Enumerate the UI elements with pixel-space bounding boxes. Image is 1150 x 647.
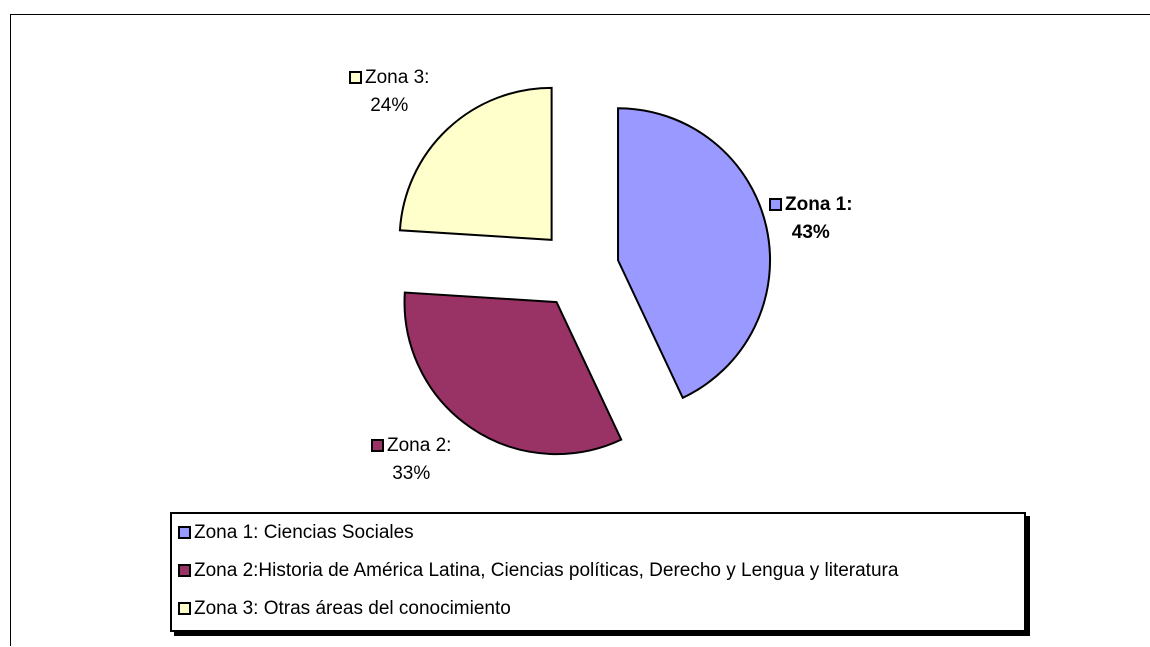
legend-item-zona-1: Zona 1: Ciencias Sociales	[178, 522, 414, 544]
legend-swatch-zona-2	[178, 564, 191, 577]
slice-label-zona-3: Zona 3: 24%	[349, 64, 429, 120]
slice-label-swatch	[769, 198, 782, 211]
slice-label-swatch	[371, 439, 384, 452]
pie-slice-zona-1	[617, 107, 772, 400]
pie-slice-zona-3	[398, 86, 553, 241]
pie-chart	[398, 86, 772, 456]
legend: Zona 1: Ciencias Sociales Zona 2:Histori…	[170, 512, 1026, 632]
legend-item-zona-3: Zona 3: Otras áreas del conocimiento	[178, 598, 511, 620]
legend-item-zona-2: Zona 2:Historia de América Latina, Cienc…	[178, 560, 898, 582]
slice-label-zona-1: Zona 1: 43%	[769, 191, 853, 247]
slice-label-swatch	[349, 71, 362, 84]
pie-slice-zona-2	[403, 291, 623, 456]
legend-swatch-zona-1	[178, 526, 191, 539]
chart-area: Zona 1: 43% Zona 2: 33% Zona 3: 24%	[10, 14, 1150, 646]
legend-swatch-zona-3	[178, 602, 191, 615]
slice-label-zona-2: Zona 2: 33%	[371, 432, 451, 488]
